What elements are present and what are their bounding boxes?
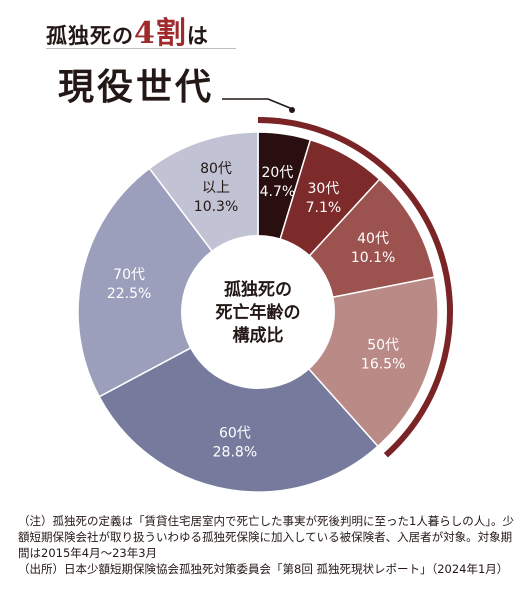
headline-suffix: は xyxy=(186,23,209,48)
center-label-line-3: 構成比 xyxy=(233,325,284,346)
slice-6 xyxy=(77,167,260,398)
headline-prefix: 孤独死の xyxy=(46,23,134,48)
callout-line-diagonal xyxy=(267,98,291,109)
slice-5 xyxy=(98,311,379,493)
donut-hole xyxy=(181,235,335,389)
slice-label-3: 40代 10.1% xyxy=(351,231,395,266)
footnote-source: （出所）日本少額短期保険協会孤独死対策委員会「第8回 孤独死現状レポート」（20… xyxy=(18,562,509,576)
slice-label-5: 60代 28.8% xyxy=(213,425,257,460)
headline-subtitle: 孤独死の4割は xyxy=(46,8,209,52)
slice-label-1: 20代 4.7% xyxy=(260,165,296,200)
headline-divider xyxy=(46,48,236,49)
slice-label-7: 80代以上 10.3% xyxy=(194,161,238,215)
center-label: 孤独死の死亡年齢の構成比 xyxy=(216,279,301,346)
center-label-line-2: 死亡年齢の xyxy=(216,302,301,323)
highlight-arc xyxy=(257,117,453,458)
headline-title: 現役世代 xyxy=(58,66,215,108)
slice-label-4: 50代 16.5% xyxy=(361,337,405,372)
center-label-line-1: 孤独死の xyxy=(224,279,292,300)
donut-chart: 孤独死の死亡年齢の構成比 20代 4.7% 30代 7.1% 40代 10.1% 50代 16… xyxy=(77,98,453,493)
headline-accent: 4割 xyxy=(134,16,187,51)
slice-label-6: 70代 22.5% xyxy=(107,267,151,302)
footnote-note: （注）孤独死の定義は「賃貸住宅居室内で死亡した事実が死後判明に至った1人暮らしの… xyxy=(18,514,515,560)
slice-label-2: 30代 7.1% xyxy=(306,181,342,216)
footnote: （注）孤独死の定義は「賃貸住宅居室内で死亡した事実が死後判明に至った1人暮らしの… xyxy=(18,513,518,577)
callout-dot xyxy=(289,107,295,113)
